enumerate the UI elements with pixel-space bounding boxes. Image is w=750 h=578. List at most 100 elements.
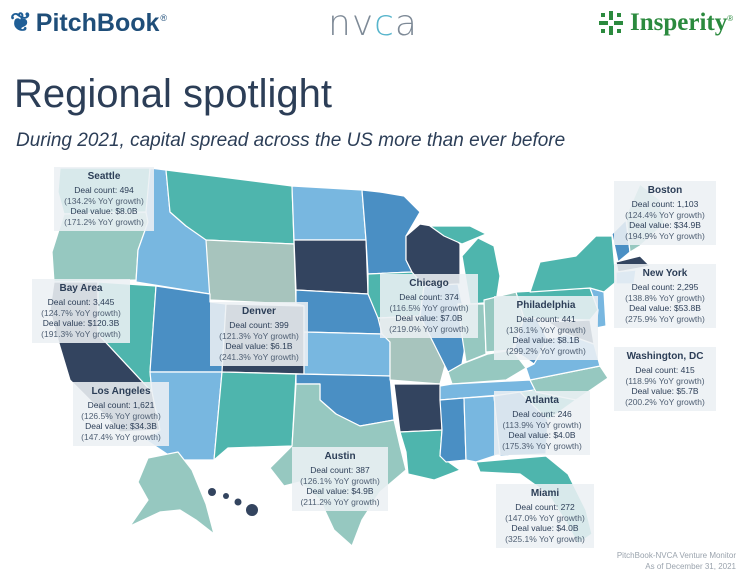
source-date: As of December 31, 2021 (645, 562, 736, 571)
state-michigan-upper (429, 225, 487, 245)
pitchbook-logo-text: PitchBook (35, 8, 160, 37)
region-deal-value: Deal value: $8.0B (70, 206, 138, 216)
nvca-logo: nvca (328, 3, 418, 44)
region-deal-value: Deal value: $120.3B (42, 318, 120, 328)
region-count-growth: (134.2% YoY growth) (64, 195, 144, 206)
region-count-growth: (126.5% YoY growth) (81, 410, 161, 421)
region-deal-count: Deal count: 374 (399, 292, 459, 302)
registered-mark-icon: ® (160, 13, 168, 23)
region-count-growth: (126.1% YoY growth) (300, 475, 380, 486)
region-city: Philadelphia (516, 300, 576, 311)
region-value-growth: (175.3% YoY growth) (502, 440, 582, 451)
region-city: Bay Area (59, 283, 103, 294)
region-deal-count: Deal count: 3,445 (47, 297, 115, 307)
region-deal-value: Deal value: $53.8B (629, 303, 701, 313)
region-city: Seattle (87, 171, 121, 182)
page-subtitle: During 2021, capital spread across the U… (16, 130, 566, 151)
region-city: Austin (324, 451, 356, 462)
region-count-growth: (121.3% YoY growth) (219, 330, 299, 341)
region-deal-value: Deal value: $5.7B (631, 386, 699, 396)
region-deal-count: Deal count: 399 (229, 320, 289, 330)
state-kansas (303, 331, 391, 377)
state-wyoming (205, 239, 297, 305)
region-box-washington-dc: Washington, DC Deal count: 415 (118.9% Y… (614, 347, 716, 411)
region-box-chicago: Chicago Deal count: 374 (116.5% YoY grow… (380, 274, 478, 338)
insperity-logo-text: Insperity (630, 9, 728, 36)
region-value-growth: (194.9% YoY growth) (625, 230, 705, 241)
region-value-growth: (325.1% YoY growth) (505, 533, 585, 544)
page-title: Regional spotlight (14, 72, 332, 116)
state-new-mexico (213, 371, 297, 461)
region-deal-value: Deal value: $4.0B (508, 430, 576, 440)
nvca-logo-text-a: a (394, 2, 418, 44)
region-count-growth: (138.8% YoY growth) (625, 292, 705, 303)
region-deal-count: Deal count: 494 (74, 185, 134, 195)
region-value-growth: (299.2% YoY growth) (506, 345, 586, 356)
region-count-growth: (116.5% YoY growth) (389, 302, 469, 313)
state-south-dakota (293, 239, 369, 295)
source-note: PitchBook-NVCA Venture Monitor As of Dec… (617, 550, 736, 572)
region-city: New York (642, 268, 688, 279)
region-count-growth: (124.7% YoY growth) (41, 307, 121, 318)
region-count-growth: (118.9% YoY growth) (625, 375, 705, 386)
state-mississippi (439, 397, 467, 463)
region-deal-count: Deal count: 2,295 (631, 282, 699, 292)
region-deal-value: Deal value: $34.3B (85, 421, 157, 431)
region-value-growth: (191.3% YoY growth) (41, 328, 121, 339)
region-deal-count: Deal count: 246 (512, 409, 572, 419)
region-city: Boston (647, 185, 683, 196)
region-deal-count: Deal count: 441 (516, 314, 576, 324)
state-north-dakota (291, 185, 367, 241)
region-deal-count: Deal count: 1,621 (87, 400, 155, 410)
region-deal-value: Deal value: $4.0B (511, 523, 579, 533)
state-hawaii (208, 488, 258, 516)
region-box-atlanta: Atlanta Deal count: 246 (113.9% YoY grow… (494, 391, 590, 455)
region-city: Chicago (409, 278, 449, 289)
region-city: Denver (242, 306, 276, 317)
region-value-growth: (171.2% YoY growth) (64, 216, 144, 227)
region-value-growth: (241.3% YoY growth) (219, 351, 299, 362)
region-box-seattle: Seattle Deal count: 494 (134.2% YoY grow… (54, 167, 154, 231)
region-count-growth: (147.0% YoY growth) (505, 512, 585, 523)
nvca-logo-text-c: c (374, 2, 395, 44)
region-value-growth: (219.0% YoY growth) (389, 323, 469, 334)
region-deal-count: Deal count: 415 (635, 365, 695, 375)
region-box-los-angeles: Los Angeles Deal count: 1,621 (126.5% Yo… (73, 382, 169, 446)
region-deal-value: Deal value: $8.1B (512, 335, 580, 345)
region-deal-value: Deal value: $4.9B (306, 486, 374, 496)
region-value-growth: (147.4% YoY growth) (81, 431, 161, 442)
region-city: Miami (530, 488, 560, 499)
region-deal-count: Deal count: 1,103 (631, 199, 699, 209)
region-value-growth: (211.2% YoY growth) (300, 496, 380, 507)
state-new-york (529, 235, 617, 293)
state-arkansas (393, 383, 443, 433)
region-box-miami: Miami Deal count: 272 (147.0% YoY growth… (496, 484, 594, 548)
region-box-boston: Boston Deal count: 1,103 (124.4% YoY gro… (614, 181, 716, 245)
region-city: Los Angeles (91, 386, 151, 397)
insperity-logo: Insperity ® (598, 6, 733, 40)
insperity-mark-icon (599, 11, 623, 35)
nvca-logo-text-nv: nv (328, 2, 375, 44)
region-deal-value: Deal value: $34.9B (629, 220, 701, 230)
region-box-denver: Denver Deal count: 399 (121.3% YoY growt… (210, 302, 308, 366)
region-box-new-york: New York Deal count: 2,295 (138.8% YoY g… (614, 264, 716, 328)
region-city: Atlanta (525, 395, 559, 406)
region-count-growth: (136.1% YoY growth) (506, 324, 586, 335)
region-box-philadelphia: Philadelphia Deal count: 441 (136.1% YoY… (494, 296, 598, 360)
source-line: PitchBook-NVCA Venture Monitor (616, 551, 736, 560)
region-box-austin: Austin Deal count: 387 (126.1% YoY growt… (292, 447, 388, 511)
region-box-bay-area: Bay Area Deal count: 3,445 (124.7% YoY g… (32, 279, 130, 343)
state-alabama (463, 395, 501, 463)
region-count-growth: (113.9% YoY growth) (502, 419, 582, 430)
registered-mark-icon: ® (727, 13, 734, 23)
region-value-growth: (200.2% YoY growth) (625, 396, 705, 407)
state-alaska (129, 451, 215, 535)
region-deal-value: Deal value: $7.0B (395, 313, 463, 323)
region-value-growth: (275.9% YoY growth) (625, 313, 705, 324)
pitchbook-leaf-icon: ❦ (10, 8, 32, 38)
pitchbook-logo: ❦ PitchBook ® (10, 6, 167, 40)
region-deal-value: Deal value: $6.1B (225, 341, 293, 351)
region-city: Washington, DC (626, 351, 704, 362)
region-count-growth: (124.4% YoY growth) (625, 209, 705, 220)
region-deal-count: Deal count: 272 (515, 502, 575, 512)
